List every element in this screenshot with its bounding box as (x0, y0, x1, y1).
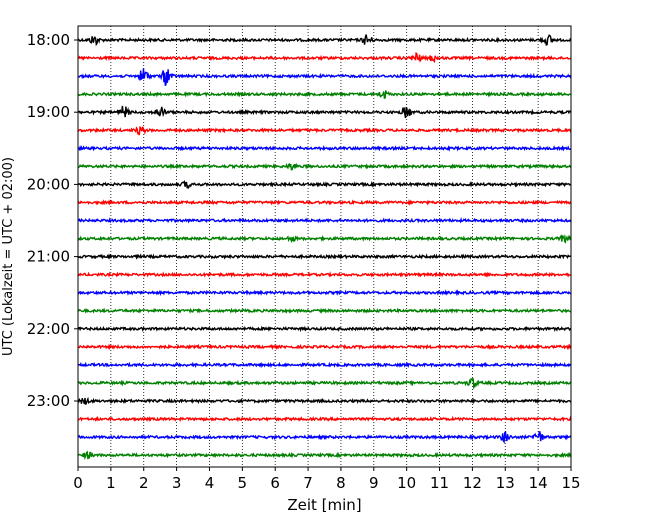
y-axis: 18:00 19:00 20:00 21:00 22:00 23:00 (27, 31, 78, 410)
x-tick-label: 7 (303, 474, 313, 492)
trace-2245 (77, 378, 572, 390)
trace-2115 (77, 271, 572, 278)
trace-2015 (77, 198, 572, 206)
y-axis-label: UTC (Lokalzeit = UTC + 02:00) (1, 157, 16, 356)
trace-2000 (77, 179, 572, 190)
x-axis-label: Zeit [min] (287, 496, 361, 514)
x-tick-label: 5 (238, 474, 248, 492)
x-axis: 0 1 2 3 4 5 6 7 8 9 10 11 12 13 14 15 (73, 467, 581, 492)
x-tick-label: 9 (369, 474, 379, 492)
x-tick-label: 14 (529, 474, 548, 492)
trace-1845 (77, 90, 572, 100)
trace-2315 (77, 415, 572, 423)
trace-2200 (77, 325, 572, 333)
trace-2215 (77, 343, 572, 351)
x-tick-label: 11 (430, 474, 449, 492)
y-tick-label: 23:00 (27, 392, 70, 410)
x-tick-label: 13 (496, 474, 515, 492)
x-tick-label: 0 (73, 474, 83, 492)
trace-1930 (77, 144, 572, 152)
trace-1945 (77, 162, 571, 171)
trace-1915 (77, 126, 572, 136)
x-tick-label: 1 (106, 474, 116, 492)
trace-1815 (78, 52, 572, 64)
trace-2330 (77, 431, 572, 445)
plot-frame (77, 25, 572, 468)
x-tick-label: 6 (270, 474, 280, 492)
trace-2145 (78, 307, 572, 314)
trace-2030 (77, 217, 572, 224)
y-tick-label: 21:00 (27, 248, 70, 266)
y-tick-label: 19:00 (27, 103, 70, 121)
trace-1800 (77, 34, 571, 47)
trace-2130 (77, 289, 572, 297)
trace-2100 (77, 253, 572, 260)
x-tick-label: 2 (139, 474, 149, 492)
traces (77, 34, 572, 461)
y-tick-label: 18:00 (27, 31, 70, 49)
trace-2345 (77, 450, 572, 461)
x-tick-label: 8 (336, 474, 346, 492)
trace-2230 (77, 361, 572, 369)
trace-2045 (77, 234, 572, 244)
trace-2300 (77, 396, 572, 405)
trace-1900 (77, 105, 572, 119)
y-tick-label: 20:00 (27, 175, 70, 193)
trace-1830 (77, 68, 572, 86)
y-tick-label: 22:00 (27, 320, 70, 338)
x-tick-label: 10 (397, 474, 416, 492)
x-tick-label: 15 (561, 474, 580, 492)
x-tick-label: 3 (172, 474, 182, 492)
x-tick-label: 4 (205, 474, 215, 492)
x-tick-label: 12 (463, 474, 482, 492)
